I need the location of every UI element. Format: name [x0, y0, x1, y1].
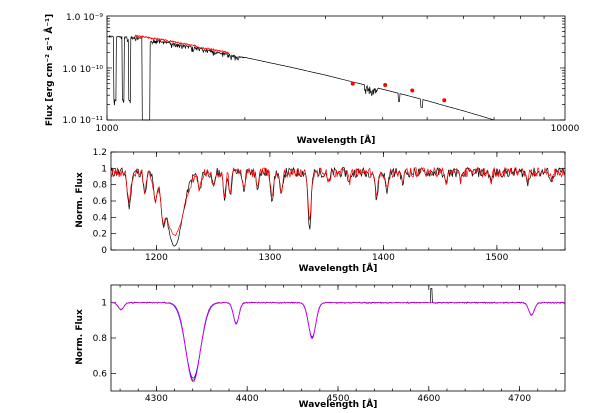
sed-photometry-point — [383, 83, 388, 88]
sed-xlabel: Wavelength [Å] — [297, 135, 376, 146]
uv-ticks: 1200 1300 1400 1500 0 0.2 0.4 0.6 0.8 1 1.2 — [93, 148, 566, 263]
uv-ytick-label: 0 — [101, 246, 107, 256]
uv-ytick-label: 0.2 — [93, 230, 107, 240]
optical-ytick-label: 1 — [101, 299, 107, 309]
uv-ytick-label: 1.2 — [93, 148, 107, 158]
uv-ytick-label: 1 — [101, 164, 107, 174]
uv-red-spectrum — [110, 166, 566, 237]
sed-series — [108, 34, 494, 121]
sed-black-spectrum — [108, 34, 494, 121]
optical-xlabel: Wavelength [Å] — [299, 399, 378, 410]
optical-panel: 4300 4400 4500 4600 4700 0.6 0.8 1 Wavelength [… — [75, 284, 566, 410]
uv-black-spectrum — [110, 166, 566, 247]
optical-ytick-label: 0.6 — [93, 369, 108, 379]
uv-xtick-label: 1400 — [372, 253, 395, 263]
sed-photometry-point — [410, 88, 415, 93]
uv-ylabel: Norm. Flux — [75, 172, 85, 228]
sed-ticks — [106, 16, 565, 121]
sed-red-spectrum — [134, 34, 230, 55]
uv-xtick-label: 1200 — [145, 253, 168, 263]
sed-ylabel: Flux [erg cm⁻² s⁻¹ Å⁻¹] — [44, 14, 55, 126]
sed-photometry-point — [350, 81, 355, 86]
uv-xtick-label: 1500 — [485, 253, 508, 263]
optical-xtick-label: 4400 — [236, 394, 259, 404]
sed-panel: 1000 10000 1.0 10⁻⁹ 1.0 10⁻¹⁰ 1.0 10⁻¹¹ … — [44, 13, 580, 146]
optical-xtick-label: 4600 — [417, 394, 440, 404]
sed-photometry-point — [442, 98, 447, 103]
optical-xtick-label: 4700 — [508, 394, 531, 404]
uv-panel: 1200 1300 1400 1500 0 0.2 0.4 0.6 0.8 1 1.2 Wavele… — [75, 148, 566, 274]
sed-ytick-1e-11: 1.0 10⁻¹¹ — [62, 116, 103, 126]
optical-frame — [110, 284, 566, 392]
uv-series — [110, 166, 566, 247]
optical-xtick-label: 4300 — [145, 394, 168, 404]
optical-ytick-label: 0.8 — [93, 334, 108, 344]
sed-xtick-10000: 10000 — [551, 124, 580, 134]
optical-ylabel: Norm. Flux — [75, 309, 85, 365]
optical-xtick-label: 4500 — [327, 394, 350, 404]
sed-ytick-1e-9: 1.0 10⁻⁹ — [66, 13, 103, 23]
optical-series — [110, 288, 566, 383]
optical-magenta-model — [111, 302, 565, 383]
uv-xlabel: Wavelength [Å] — [299, 263, 378, 274]
uv-ytick-label: 0.4 — [93, 213, 108, 223]
uv-ytick-label: 0.8 — [93, 181, 108, 191]
sed-ytick-1e-10: 1.0 10⁻¹⁰ — [62, 65, 103, 75]
uv-ytick-label: 0.6 — [93, 197, 108, 207]
uv-xtick-label: 1300 — [258, 253, 281, 263]
optical-ticks: 4300 4400 4500 4600 4700 0.6 0.8 1 — [93, 285, 565, 404]
sed-xtick-1000: 1000 — [96, 124, 119, 134]
sed-frame — [106, 15, 566, 121]
optical-black-spectrum — [110, 288, 566, 381]
